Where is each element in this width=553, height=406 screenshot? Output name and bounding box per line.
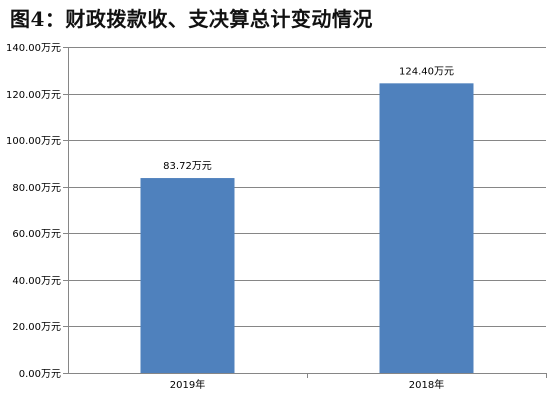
data-label: 124.40万元 xyxy=(399,66,454,77)
bar xyxy=(379,83,474,373)
y-tick-label: 20.00万元 xyxy=(12,322,61,333)
y-tick-label: 60.00万元 xyxy=(12,229,61,240)
y-tick-label: 40.00万元 xyxy=(12,276,61,287)
y-tick-label: 80.00万元 xyxy=(12,183,61,194)
bar xyxy=(140,178,235,373)
x-tick-label: 2018年 xyxy=(409,378,444,391)
y-tick-label: 100.00万元 xyxy=(6,136,61,147)
chart-title: 图4：财政拨款收、支决算总计变动情况 xyxy=(10,7,373,31)
y-tick-label: 120.00万元 xyxy=(6,90,61,101)
bars xyxy=(140,83,474,373)
y-tick-label: 140.00万元 xyxy=(6,43,61,54)
data-label: 83.72万元 xyxy=(163,161,212,172)
axes xyxy=(63,47,547,378)
x-tick-label: 2019年 xyxy=(170,378,205,391)
labels: 0.00万元 20.00万元 40.00万元 60.00万元 80.00万元 100.00… xyxy=(6,43,454,391)
gridlines xyxy=(68,47,546,327)
y-tick-label: 0.00万元 xyxy=(19,369,61,380)
